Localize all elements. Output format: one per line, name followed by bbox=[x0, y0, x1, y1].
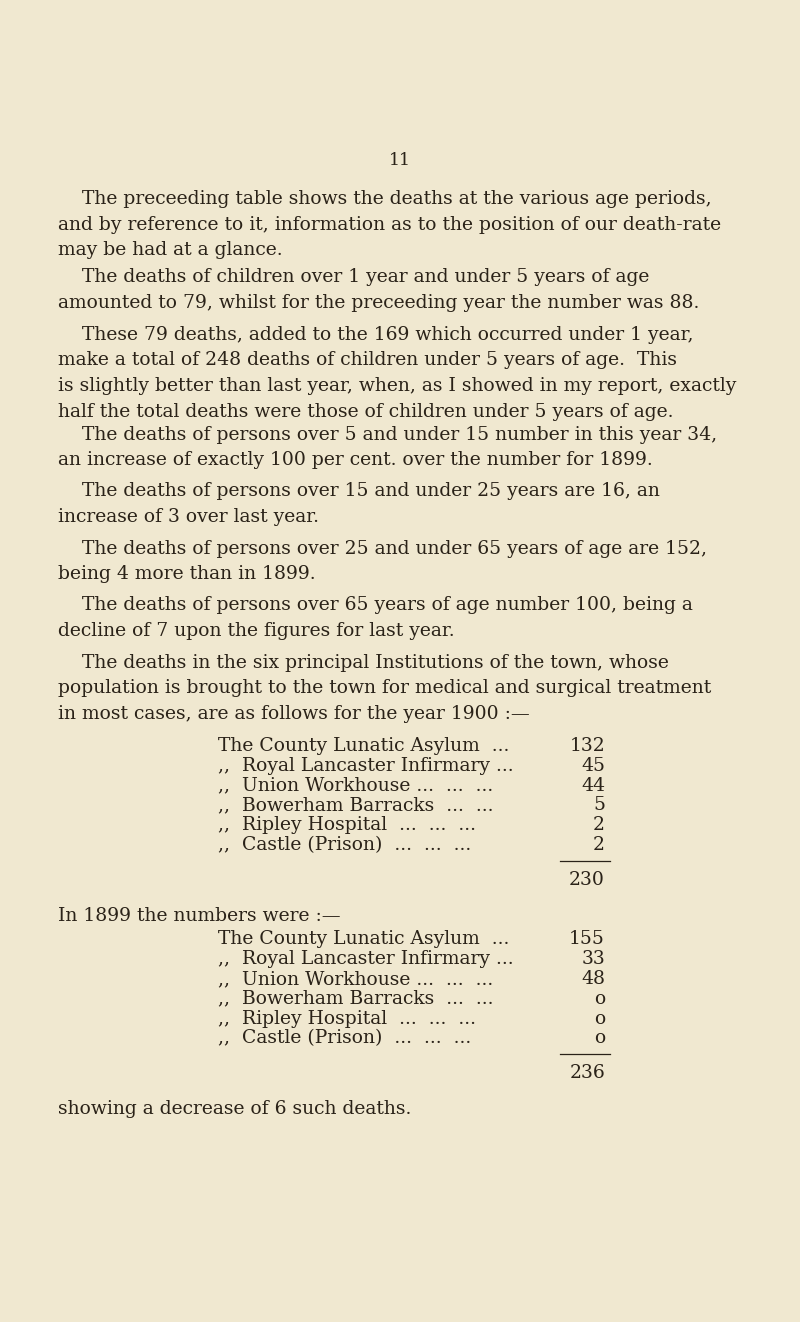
Text: showing a decrease of 6 such deaths.: showing a decrease of 6 such deaths. bbox=[58, 1100, 411, 1118]
Text: 236: 236 bbox=[570, 1064, 605, 1083]
Text: 44: 44 bbox=[581, 776, 605, 795]
Text: ,,  Union Workhouse ...  ...  ...: ,, Union Workhouse ... ... ... bbox=[218, 776, 494, 795]
Text: ,,  Ripley Hospital  ...  ...  ...: ,, Ripley Hospital ... ... ... bbox=[218, 816, 476, 834]
Text: 48: 48 bbox=[581, 970, 605, 988]
Text: The deaths of persons over 65 years of age number 100, being a
decline of 7 upon: The deaths of persons over 65 years of a… bbox=[58, 596, 693, 640]
Text: ,,  Union Workhouse ...  ...  ...: ,, Union Workhouse ... ... ... bbox=[218, 970, 494, 988]
Text: The County Lunatic Asylum  ...: The County Lunatic Asylum ... bbox=[218, 931, 510, 948]
Text: 2: 2 bbox=[593, 836, 605, 854]
Text: The deaths of persons over 25 and under 65 years of age are 152,
being 4 more th: The deaths of persons over 25 and under … bbox=[58, 539, 707, 583]
Text: 45: 45 bbox=[581, 756, 605, 775]
Text: 132: 132 bbox=[570, 736, 605, 755]
Text: ,,  Bowerham Barracks  ...  ...: ,, Bowerham Barracks ... ... bbox=[218, 796, 494, 814]
Text: ,,  Royal Lancaster Infirmary ...: ,, Royal Lancaster Infirmary ... bbox=[218, 756, 514, 775]
Text: The deaths of persons over 15 and under 25 years are 16, an
increase of 3 over l: The deaths of persons over 15 and under … bbox=[58, 483, 660, 526]
Text: 11: 11 bbox=[389, 152, 411, 169]
Text: ,,  Ripley Hospital  ...  ...  ...: ,, Ripley Hospital ... ... ... bbox=[218, 1010, 476, 1027]
Text: In 1899 the numbers were :—: In 1899 the numbers were :— bbox=[58, 907, 341, 924]
Text: 2: 2 bbox=[593, 816, 605, 834]
Text: ,,  Castle (Prison)  ...  ...  ...: ,, Castle (Prison) ... ... ... bbox=[218, 836, 471, 854]
Text: o: o bbox=[594, 1030, 605, 1047]
Text: ,,  Bowerham Barracks  ...  ...: ,, Bowerham Barracks ... ... bbox=[218, 990, 494, 1007]
Text: 230: 230 bbox=[569, 871, 605, 888]
Text: o: o bbox=[594, 990, 605, 1007]
Text: 155: 155 bbox=[569, 931, 605, 948]
Text: The County Lunatic Asylum  ...: The County Lunatic Asylum ... bbox=[218, 736, 510, 755]
Text: ,,  Castle (Prison)  ...  ...  ...: ,, Castle (Prison) ... ... ... bbox=[218, 1030, 471, 1047]
Text: The deaths of persons over 5 and under 15 number in this year 34,
an increase of: The deaths of persons over 5 and under 1… bbox=[58, 426, 717, 469]
Text: The preceeding table shows the deaths at the various age periods,
and by referen: The preceeding table shows the deaths at… bbox=[58, 190, 721, 259]
Text: o: o bbox=[594, 1010, 605, 1027]
Text: The deaths of children over 1 year and under 5 years of age
amounted to 79, whil: The deaths of children over 1 year and u… bbox=[58, 268, 699, 312]
Text: 5: 5 bbox=[593, 796, 605, 814]
Text: 33: 33 bbox=[582, 951, 605, 968]
Text: The deaths in the six principal Institutions of the town, whose
population is br: The deaths in the six principal Institut… bbox=[58, 653, 711, 723]
Text: These 79 deaths, added to the 169 which occurred under 1 year,
make a total of 2: These 79 deaths, added to the 169 which … bbox=[58, 325, 736, 420]
Text: ,,  Royal Lancaster Infirmary ...: ,, Royal Lancaster Infirmary ... bbox=[218, 951, 514, 968]
